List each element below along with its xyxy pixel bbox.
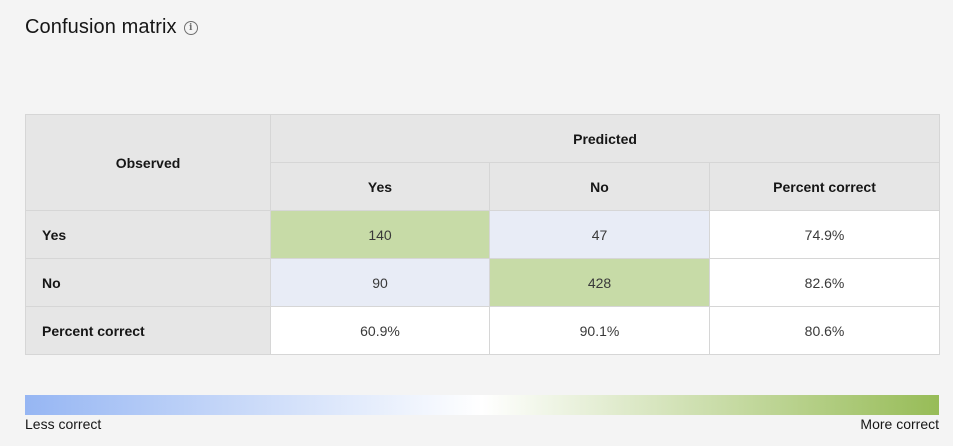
matrix-cell: 74.9%	[708, 210, 941, 259]
column-header-yes: Yes	[270, 162, 490, 211]
observed-header: Observed	[25, 114, 271, 211]
matrix-cell: 47	[489, 210, 710, 259]
page-title: Confusion matrix	[25, 16, 177, 38]
matrix-cell: 82.6%	[708, 258, 941, 307]
matrix-cell: 90	[270, 258, 490, 307]
legend-high-label: More correct	[860, 416, 939, 432]
column-header-no: No	[489, 162, 710, 211]
row-header-no: No	[25, 258, 271, 307]
table-row: Percent correct 60.9% 90.1% 80.6%	[25, 306, 941, 355]
matrix-cell: 140	[270, 210, 490, 259]
color-scale-legend	[25, 395, 939, 415]
info-icon[interactable]: i	[183, 20, 198, 35]
matrix-cell: 428	[489, 258, 710, 307]
legend-low-label: Less correct	[25, 416, 102, 432]
predicted-header: Predicted	[269, 114, 941, 163]
matrix-cell: 60.9%	[270, 306, 490, 355]
table-row: No 90 428 82.6%	[25, 258, 941, 307]
row-header-yes: Yes	[25, 210, 271, 259]
title-row: Confusion matrix i	[25, 16, 198, 39]
matrix-cell: 90.1%	[489, 306, 710, 355]
column-header-percent-correct: Percent correct	[708, 162, 941, 211]
row-header-percent-correct: Percent correct	[25, 306, 271, 355]
table-row: Yes 140 47 74.9%	[25, 210, 941, 259]
confusion-matrix-table: Observed Predicted Yes No Percent correc…	[25, 114, 941, 355]
matrix-cell: 80.6%	[708, 306, 941, 355]
